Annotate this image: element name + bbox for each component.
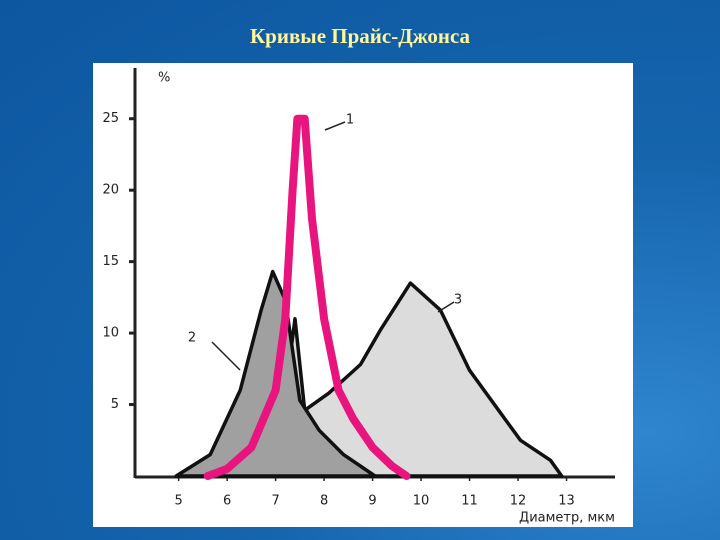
x-axis-label: Диаметр, мкм <box>519 511 615 526</box>
x-tick-label: 5 <box>174 494 182 509</box>
x-tick-label: 6 <box>223 494 231 509</box>
slide-title: Кривые Прайс-Джонса <box>249 24 471 48</box>
label-leader <box>437 301 455 313</box>
y-tick-label: 5 <box>111 397 119 412</box>
label-leader <box>211 341 241 371</box>
series-label: 1 <box>346 113 354 128</box>
x-tick-label: 8 <box>320 494 328 509</box>
label-leader <box>324 121 346 131</box>
y-tick-label: 10 <box>102 326 119 341</box>
x-tick-label: 7 <box>271 494 279 509</box>
x-tick-label: 9 <box>368 494 376 509</box>
series-label: 3 <box>454 293 462 308</box>
series-line <box>203 114 411 480</box>
series-label: 2 <box>188 331 196 346</box>
y-tick-label: 25 <box>102 111 119 126</box>
y-tick-label: 15 <box>102 254 119 269</box>
y-tick-label: 20 <box>102 183 119 198</box>
x-tick-label: 13 <box>558 494 575 509</box>
x-tick-label: 10 <box>413 494 430 509</box>
y-axis-label: % <box>158 71 170 86</box>
chart: % Диаметр, мкм 5 10 15 20 25 5 6 7 8 9 10 11 12 13 3 2 1 <box>93 63 633 527</box>
x-tick-label: 12 <box>510 494 527 509</box>
x-tick-label: 11 <box>461 494 478 509</box>
